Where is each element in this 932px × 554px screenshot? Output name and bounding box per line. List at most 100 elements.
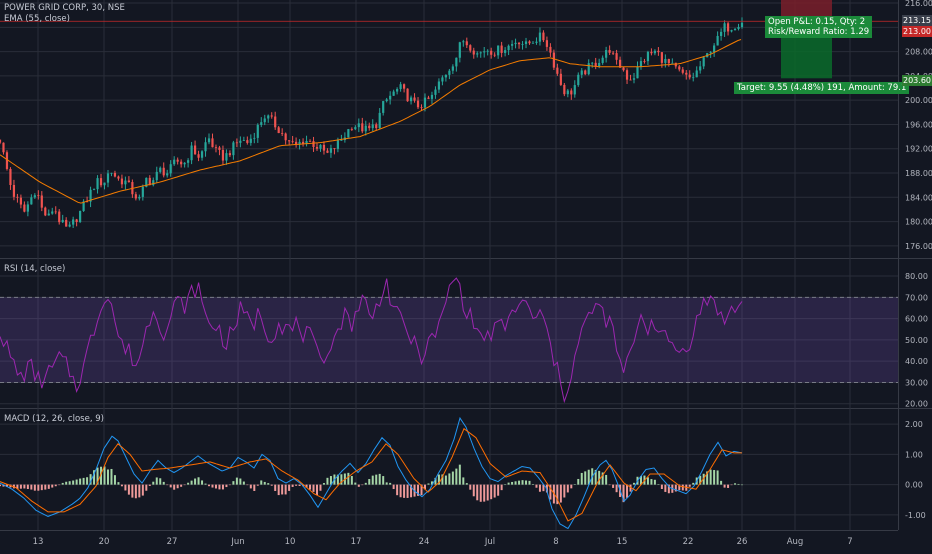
macd-histogram-bar [410, 484, 413, 498]
macd-histogram-bar [65, 481, 68, 485]
price-tick-label: 176.00 [905, 242, 932, 251]
candle-body [315, 146, 319, 149]
macd-histogram-bar [406, 484, 409, 498]
macd-tick-label: -1.00 [905, 511, 926, 520]
macd-histogram-bar [455, 468, 458, 485]
candle-body [486, 50, 489, 52]
macd-histogram-bar [629, 484, 632, 492]
macd-histogram-bar [741, 484, 743, 486]
candle-body [653, 50, 657, 54]
candle-body [277, 127, 280, 134]
candle-body [740, 22, 744, 28]
rsi-tick-label: 20.00 [905, 400, 928, 409]
candle-body [96, 178, 99, 190]
macd-histogram-bar [720, 480, 723, 485]
candle-body [521, 44, 524, 45]
macd-histogram-bar [664, 484, 667, 492]
open-pnl-box[interactable]: Open P&L: 0.15, Qty: 2 Risk/Reward Ratio… [765, 16, 873, 38]
macd-histogram-bar [284, 484, 287, 495]
macd-histogram-bar [378, 473, 381, 485]
candle-body [267, 115, 270, 119]
candle-body [709, 52, 712, 54]
candle-body [430, 94, 434, 99]
price-tick-label: 188.00 [905, 169, 932, 178]
candle-body [483, 51, 486, 53]
macd-histogram-bar [103, 466, 106, 485]
candle-body [444, 74, 447, 78]
rsi-label: RSI (14, close) [4, 264, 66, 274]
candle-body [678, 66, 681, 70]
candle-body [169, 164, 172, 174]
macd-histogram-bar [113, 475, 116, 485]
macd-histogram-bar [573, 484, 576, 485]
candle-body [274, 116, 277, 128]
price-tick-label: 208.00 [905, 48, 932, 57]
macd-histogram-bar [336, 474, 339, 485]
candle-body [685, 72, 688, 75]
rsi-tick-label: 40.00 [905, 357, 928, 366]
candle-body [5, 152, 9, 169]
macd-histogram-bar [232, 481, 235, 485]
candle-body [79, 210, 82, 223]
candle-body [378, 112, 381, 129]
macd-histogram-bar [545, 484, 548, 493]
macd-histogram-bar [531, 484, 534, 485]
candle-body [350, 129, 353, 130]
candle-body [9, 168, 12, 186]
macd-histogram-bar [131, 484, 134, 498]
price-tick-label: 192.00 [905, 145, 932, 154]
time-tick-label: Aug [787, 537, 804, 547]
candle-body [301, 141, 305, 144]
candle-body [357, 123, 360, 128]
candle-body [44, 207, 47, 216]
macd-histogram-bar [51, 484, 54, 488]
candle-body [612, 52, 615, 54]
candle-body [211, 138, 214, 148]
macd-histogram-bar [462, 477, 465, 485]
time-tick-label: 27 [167, 537, 178, 547]
candle-body [0, 139, 2, 143]
candle-body [305, 140, 308, 144]
candle-body [490, 50, 493, 55]
macd-histogram-bar [124, 484, 127, 491]
candle-body [340, 139, 343, 141]
candle-body [152, 180, 155, 186]
chart-title: POWER GRID CORP, 30, NSE [4, 3, 125, 13]
macd-histogram-bar [5, 484, 8, 488]
macd-histogram-bar [639, 476, 642, 485]
macd-histogram-bar [622, 484, 625, 503]
macd-histogram-bar [291, 484, 294, 487]
macd-histogram-bar [357, 484, 360, 487]
macd-histogram-bar [0, 484, 1, 487]
macd-histogram-bar [458, 464, 461, 485]
candle-body [221, 149, 225, 161]
macd-histogram-bar [364, 482, 367, 485]
macd-histogram-bar [16, 484, 19, 490]
macd-histogram-bar [709, 469, 712, 485]
candle-body [260, 122, 263, 125]
macd-histogram-bar [201, 480, 204, 485]
candle-body [134, 194, 137, 199]
candle-body [228, 153, 232, 156]
candle-body [256, 124, 259, 138]
macd-histogram-bar [134, 484, 137, 499]
macd-line [0, 416, 743, 530]
last-price-tag: 213.15 [902, 15, 932, 26]
target-box[interactable]: Target: 9.55 (4.48%) 191, Amount: 79.1 [734, 82, 910, 94]
candle-body [145, 177, 148, 187]
candle-body [660, 52, 663, 63]
candle-body [187, 160, 190, 163]
macd-histogram-bar [371, 475, 374, 485]
macd-histogram-bar [497, 484, 500, 496]
macd-histogram-bar [538, 484, 541, 492]
macd-histogram-bar [263, 481, 266, 485]
candle-body [580, 70, 583, 75]
macd-histogram-bar [322, 483, 325, 485]
macd-histogram-bar [444, 475, 447, 485]
target-text: Target: 9.55 (4.48%) 191, Amount: 79.1 [737, 83, 907, 93]
macd-histogram-bar [277, 484, 280, 496]
macd-histogram-bar [660, 484, 663, 490]
candle-body [288, 140, 291, 142]
candle-body [162, 167, 165, 176]
